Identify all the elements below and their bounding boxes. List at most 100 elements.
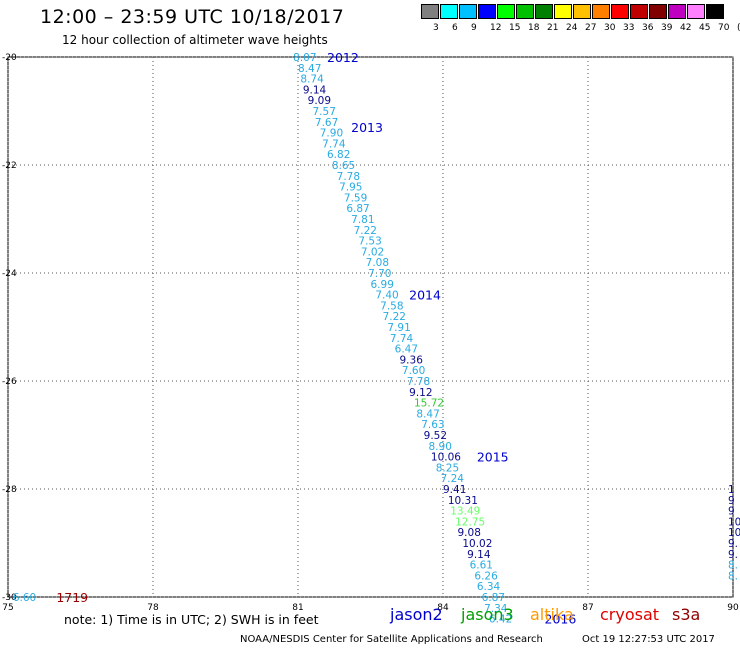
scale-swatch bbox=[687, 4, 705, 19]
wave-height-point-edge: 8. bbox=[728, 570, 738, 582]
y-tick-label: -26 bbox=[2, 377, 17, 387]
wave-height-point-edge: 9 bbox=[728, 495, 735, 507]
scale-label: (ft) bbox=[737, 23, 740, 33]
time-label: 2014 bbox=[409, 288, 441, 303]
scale-label: 30 bbox=[604, 23, 616, 33]
x-tick-label: 90 bbox=[727, 603, 739, 613]
scale-label: 15 bbox=[509, 23, 521, 33]
time-label: 2016 bbox=[545, 612, 577, 627]
wave-height-point: 8.90 bbox=[429, 441, 452, 453]
scale-label: 3 bbox=[433, 23, 439, 33]
wave-height-point: 6.42 bbox=[489, 614, 512, 626]
wave-height-point: 7.74 bbox=[322, 138, 346, 150]
scale-swatch bbox=[516, 4, 534, 19]
scale-swatch bbox=[497, 4, 515, 19]
wave-height-point: 6.61 bbox=[470, 560, 493, 572]
wave-height-point: 7.67 bbox=[315, 117, 338, 129]
scale-swatch bbox=[535, 4, 553, 19]
wave-height-point: 9.09 bbox=[308, 95, 331, 107]
wave-height-point: 6.87 bbox=[346, 203, 369, 215]
wave-height-point: 7.70 bbox=[368, 268, 391, 280]
wave-height-point: 9.14 bbox=[303, 84, 327, 96]
wave-height-point: 7.24 bbox=[441, 473, 465, 485]
time-label: 2013 bbox=[351, 120, 383, 135]
y-tick-label: -24 bbox=[2, 269, 17, 279]
scale-swatch bbox=[611, 4, 629, 19]
wave-height-point: 7.91 bbox=[387, 322, 410, 334]
wave-height-point: 10.02 bbox=[462, 538, 492, 550]
chart-title: 12:00 – 23:59 UTC 10/18/2017 bbox=[40, 6, 345, 28]
scale-swatch bbox=[573, 4, 591, 19]
scale-label: 33 bbox=[623, 23, 635, 33]
wave-height-point: 7.22 bbox=[383, 311, 406, 323]
y-tick-label: -28 bbox=[2, 485, 17, 495]
y-tick-label: -30 bbox=[2, 593, 17, 603]
scale-swatch bbox=[630, 4, 648, 19]
satellite-jason3: jason3 bbox=[461, 605, 514, 624]
wave-height-point: 6.99 bbox=[371, 279, 394, 291]
scale-label: 21 bbox=[547, 23, 559, 33]
wave-height-point: 8.65 bbox=[332, 160, 355, 172]
wave-height-point: 8.07 bbox=[293, 52, 316, 64]
scale-swatch bbox=[592, 4, 610, 19]
wave-height-point: 8.74 bbox=[300, 74, 324, 86]
wave-height-point: 7.22 bbox=[354, 225, 377, 237]
scale-swatch bbox=[649, 4, 667, 19]
plot-frame bbox=[7, 56, 734, 598]
wave-height-point: 7.74 bbox=[390, 333, 414, 345]
scale-swatch bbox=[668, 4, 686, 19]
wave-height-point: 6.26 bbox=[474, 570, 498, 582]
scale-label: 36 bbox=[642, 23, 654, 33]
scale-swatch bbox=[706, 4, 724, 19]
scale-label: 24 bbox=[566, 23, 578, 33]
scale-swatch bbox=[421, 4, 439, 19]
wave-height-point: 7.57 bbox=[313, 106, 336, 118]
wave-height-point: 9.41 bbox=[443, 484, 466, 496]
satellite-s3a: s3a bbox=[672, 605, 701, 624]
scale-swatch bbox=[554, 4, 572, 19]
wave-height-point: 8.47 bbox=[298, 63, 321, 75]
scale-label: 70 bbox=[718, 23, 730, 33]
scale-label: 45 bbox=[699, 23, 711, 33]
footer-note: note: 1) Time is in UTC; 2) SWH is in fe… bbox=[64, 612, 319, 627]
wave-height-point: 9.52 bbox=[424, 430, 447, 442]
wave-height-point: 7.90 bbox=[320, 128, 343, 140]
credit-text: NOAA/NESDIS Center for Satellite Applica… bbox=[240, 634, 543, 645]
x-tick-label: 78 bbox=[147, 603, 159, 613]
scale-label: 6 bbox=[452, 23, 458, 33]
wave-height-point: 15.72 bbox=[414, 398, 444, 410]
scale-swatch bbox=[478, 4, 496, 19]
wave-height-point-edge: 9. bbox=[728, 538, 738, 550]
x-tick-label: 87 bbox=[582, 603, 593, 613]
wave-height-point: 10.06 bbox=[431, 452, 461, 464]
time-label: 2015 bbox=[477, 450, 509, 465]
wave-height-point-edge: 10 bbox=[728, 527, 740, 539]
scale-label: 27 bbox=[585, 23, 597, 33]
wave-height-point: 7.40 bbox=[375, 290, 398, 302]
satellite-altika: altika bbox=[530, 605, 574, 624]
wave-height-point: 7.58 bbox=[380, 300, 403, 312]
wave-height-point: 7.81 bbox=[351, 214, 374, 226]
wave-height-point: 7.34 bbox=[484, 603, 508, 615]
wave-height-point: 8.25 bbox=[436, 462, 459, 474]
y-tick-label: -20 bbox=[2, 53, 17, 63]
wave-height-point: 7.63 bbox=[421, 419, 444, 431]
wave-height-point: 12.75 bbox=[455, 516, 485, 528]
wave-height-point: 6.34 bbox=[477, 581, 501, 593]
satellite-jason2: jason2 bbox=[390, 605, 443, 624]
scale-swatch bbox=[440, 4, 458, 19]
wave-height-point: 7.78 bbox=[337, 171, 360, 183]
wave-height-point: 7.78 bbox=[407, 376, 430, 388]
wave-height-point: 7.08 bbox=[366, 257, 389, 269]
wave-height-point: 9.36 bbox=[400, 354, 424, 366]
wave-height-point: 7.53 bbox=[358, 236, 381, 248]
wave-height-point: 8.47 bbox=[416, 408, 439, 420]
chart-subtitle: 12 hour collection of altimeter wave hei… bbox=[62, 33, 328, 47]
wave-height-point: 6.87 bbox=[482, 592, 505, 604]
wave-height-point: 9.08 bbox=[458, 527, 481, 539]
wave-height-point-edge: 8. bbox=[728, 560, 738, 572]
y-tick-label: -22 bbox=[2, 161, 17, 171]
satellite-cryosat: cryosat bbox=[600, 605, 660, 624]
generated-timestamp: Oct 19 12:27:53 UTC 2017 bbox=[582, 634, 715, 645]
